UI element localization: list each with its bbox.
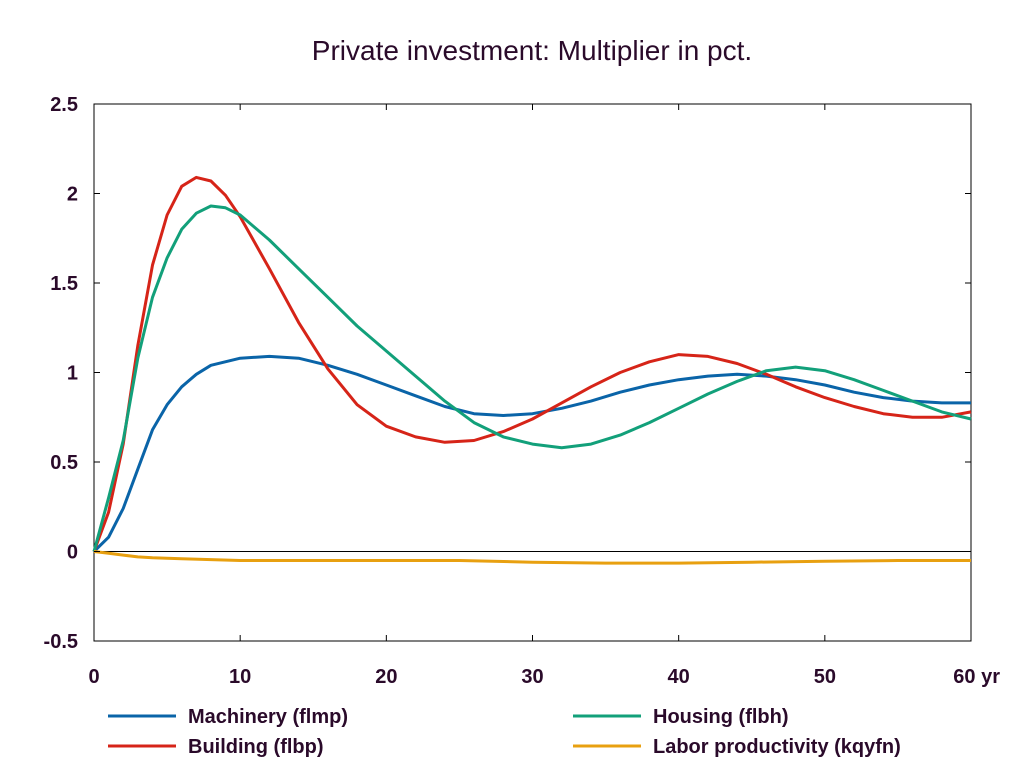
legend: Machinery (flmp) Building (flbp) Housing (… <box>108 706 901 758</box>
series-layer <box>92 175 972 565</box>
x-tick-label: 10 <box>229 666 251 688</box>
series-line-3 <box>93 550 971 565</box>
x-tick-label: 20 <box>375 666 397 688</box>
y-tick-label: 0.5 <box>50 452 78 474</box>
legend-label-1: Building (flbp) <box>188 736 324 758</box>
x-tick-label: 40 <box>668 666 690 688</box>
series-line-1 <box>92 175 972 553</box>
x-tick-label: 50 <box>814 666 836 688</box>
series-line-2 <box>92 204 972 552</box>
y-tick-label: 1.5 <box>50 273 78 295</box>
y-tick-label: 0 <box>67 542 78 564</box>
y-tick-label: 1 <box>67 363 78 385</box>
legend-label-2: Housing (flbh) <box>653 706 789 728</box>
y-tick-label: -0.5 <box>44 631 78 653</box>
x-tick-label: 60 yr <box>953 666 1000 688</box>
x-tick-label: 0 <box>88 666 99 688</box>
x-tick-label: 30 <box>521 666 543 688</box>
y-axis: -0.5 0 0.5 1 1.5 2 2.5 <box>44 94 971 653</box>
x-axis: 0 10 20 30 40 50 60 yr <box>88 104 1000 688</box>
chart-title: Private investment: Multiplier in pct. <box>312 35 752 66</box>
y-tick-label: 2.5 <box>50 94 78 116</box>
legend-label-0: Machinery (flmp) <box>188 706 348 728</box>
legend-label-3: Labor productivity (kqyfn) <box>653 736 901 758</box>
y-tick-label: 2 <box>67 184 78 206</box>
series-line-0 <box>92 354 971 553</box>
